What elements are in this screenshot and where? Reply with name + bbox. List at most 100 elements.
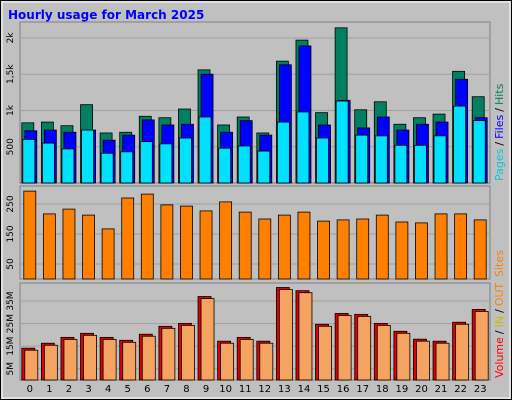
bar <box>179 137 192 184</box>
bar <box>121 197 135 280</box>
bar <box>122 341 137 381</box>
y-tick-label: 50 <box>6 258 16 270</box>
x-tick-label: 16 <box>337 384 350 395</box>
bar <box>337 315 352 381</box>
bar <box>141 335 156 381</box>
bar <box>278 289 293 381</box>
x-tick-label: 17 <box>356 384 369 395</box>
bar <box>335 100 349 184</box>
legend-entry: Sites <box>493 250 506 277</box>
bar <box>199 210 213 280</box>
bar <box>473 219 487 280</box>
bar <box>61 148 75 184</box>
bar <box>395 221 409 280</box>
y-tick-label: 5M <box>6 362 16 376</box>
y-tick-label: 500 <box>6 138 16 155</box>
bar <box>355 134 369 184</box>
x-tick-label: 18 <box>376 384 389 395</box>
bar <box>318 325 332 381</box>
bar <box>474 311 489 381</box>
x-tick-label: 15 <box>317 384 330 395</box>
bar <box>433 135 447 184</box>
bar <box>160 204 174 280</box>
bar <box>237 145 251 184</box>
x-tick-label: 6 <box>144 384 150 395</box>
x-tick-label: 10 <box>219 384 232 395</box>
x-tick-label: 1 <box>46 384 52 395</box>
bar <box>43 344 58 381</box>
bar <box>455 323 470 381</box>
bar <box>394 144 408 184</box>
bar <box>317 220 330 280</box>
bar <box>396 332 411 381</box>
bar <box>374 135 388 184</box>
bar <box>139 141 153 184</box>
bar <box>357 315 372 381</box>
x-tick-label: 3 <box>85 384 91 395</box>
bar <box>297 211 311 280</box>
bar <box>62 208 76 280</box>
bar <box>276 121 290 184</box>
y-tick-label: 1,5k <box>6 64 16 84</box>
legend-entry: / <box>493 142 506 146</box>
legend-entry: Pages <box>493 148 506 181</box>
y-tick-label: 35M <box>6 291 16 310</box>
x-tick-label: 7 <box>164 384 170 395</box>
bar <box>239 338 254 381</box>
bar <box>161 327 176 381</box>
bar <box>296 111 310 184</box>
x-tick-label: 9 <box>203 384 209 395</box>
bar <box>100 152 114 184</box>
bar <box>200 298 215 381</box>
bar <box>257 150 271 184</box>
bar <box>24 349 39 381</box>
x-tick-label: 21 <box>435 384 448 395</box>
bar <box>259 342 274 381</box>
legend: Volume / IN / OUT <box>493 282 506 378</box>
bar <box>336 219 350 280</box>
x-tick-label: 20 <box>415 384 428 395</box>
bar <box>238 211 252 280</box>
bar <box>41 142 55 184</box>
bar <box>23 190 37 280</box>
y-tick-label: 150 <box>6 225 16 242</box>
bar <box>159 143 173 184</box>
x-tick-label: 19 <box>396 384 409 395</box>
bar <box>454 213 468 280</box>
chart-title: Hourly usage for March 2025 <box>8 8 204 22</box>
legend: Sites <box>493 250 506 277</box>
bar <box>356 218 370 280</box>
panel <box>19 21 491 184</box>
y-tick-label: 15M <box>6 337 16 356</box>
x-tick-label: 2 <box>66 384 72 395</box>
bar <box>63 338 78 381</box>
legend-entry: / <box>493 108 506 112</box>
bar <box>140 193 154 280</box>
bar <box>298 292 313 381</box>
bar <box>120 151 134 184</box>
legend: Pages / Files / Hits <box>493 83 506 181</box>
legend-entry: IN <box>493 316 506 327</box>
bar <box>434 213 448 280</box>
x-tick-label: 22 <box>454 384 467 395</box>
x-tick-label: 4 <box>105 384 111 395</box>
legend-entry: / <box>493 309 506 313</box>
y-tick-label: 25M <box>6 314 16 333</box>
bar <box>42 213 56 280</box>
bar <box>180 205 193 280</box>
bar <box>277 214 291 280</box>
x-tick-label: 0 <box>27 384 33 395</box>
y-tick-label: 250 <box>6 195 16 212</box>
bar <box>375 214 389 280</box>
bar <box>220 342 235 381</box>
y-tick-label: 1k <box>6 104 16 116</box>
bar <box>82 214 95 280</box>
y-tick-label: 2k <box>6 32 16 44</box>
bar <box>218 147 232 184</box>
bar <box>83 334 97 381</box>
bar <box>376 325 391 381</box>
x-tick-label: 13 <box>278 384 291 395</box>
x-tick-label: 5 <box>125 384 131 395</box>
